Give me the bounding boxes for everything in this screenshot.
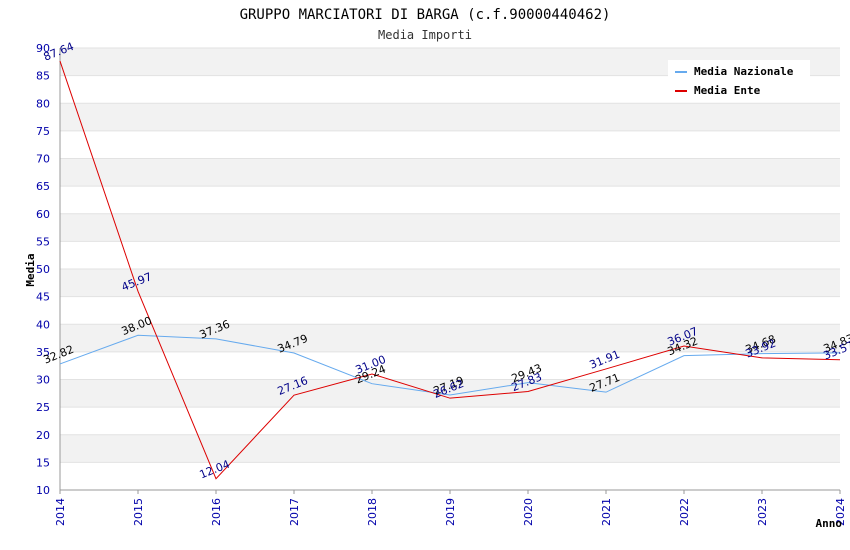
y-tick-label: 15 <box>36 456 50 469</box>
y-tick-label: 25 <box>36 401 50 414</box>
grid-band <box>60 213 840 242</box>
y-tick-label: 85 <box>36 70 50 83</box>
x-tick-label: 2023 <box>756 498 769 526</box>
grid-band <box>60 379 840 408</box>
chart-subtitle: Media Importi <box>378 28 472 42</box>
grid-band <box>60 158 840 187</box>
x-tick-label: 2015 <box>132 498 145 526</box>
x-tick-label: 2019 <box>444 498 457 526</box>
x-tick-label: 2020 <box>522 498 535 526</box>
x-tick-label: 2014 <box>54 498 67 526</box>
chart-title: GRUPPO MARCIATORI DI BARGA (c.f.90000440… <box>240 7 611 23</box>
series-line-1 <box>59 60 841 480</box>
y-tick-label: 40 <box>36 318 50 331</box>
x-tick-label: 2017 <box>288 498 301 526</box>
y-tick-label: 75 <box>36 125 50 138</box>
legend-box <box>668 60 810 100</box>
legend: Media Nazionale Media Ente <box>668 60 810 100</box>
y-tick-label: 90 <box>36 42 50 55</box>
grid-band <box>60 434 840 463</box>
y-tick-label: 10 <box>36 484 50 497</box>
legend-label-nazionale: Media Nazionale <box>694 65 794 78</box>
y-tick-label: 35 <box>36 346 50 359</box>
y-tick-label: 20 <box>36 429 50 442</box>
x-tick-label: 2022 <box>678 498 691 526</box>
x-tick-label: 2021 <box>600 498 613 526</box>
y-tick-label: 80 <box>36 97 50 110</box>
x-tick-label: 2016 <box>210 498 223 526</box>
y-tick-label: 45 <box>36 291 50 304</box>
legend-label-ente: Media Ente <box>694 84 761 97</box>
series-lines <box>59 60 841 480</box>
x-tick-labels: 2014 2015 2016 2017 2018 2019 2020 2021 2022 2023… <box>54 498 847 526</box>
x-axis-label: Anno <box>816 517 843 530</box>
y-tick-labels: 10 15 20 25 30 35 40 45 50 55 60 65 70 75 80 85 90 <box>36 42 50 497</box>
y-tick-label: 70 <box>36 153 50 166</box>
y-tick-label: 30 <box>36 374 50 387</box>
y-tick-label: 60 <box>36 208 50 221</box>
x-tick-label: 2018 <box>366 498 379 526</box>
x-tick-label: 2024 <box>834 498 847 526</box>
y-tick-label: 50 <box>36 263 50 276</box>
series-line-0 <box>59 334 841 396</box>
grid-band <box>60 269 840 297</box>
y-tick-label: 55 <box>36 235 50 248</box>
y-tick-label: 65 <box>36 180 50 193</box>
grid-band <box>60 324 840 352</box>
grid-band <box>60 103 840 131</box>
y-axis-label: Media <box>24 253 37 286</box>
grid-bands <box>60 48 840 463</box>
